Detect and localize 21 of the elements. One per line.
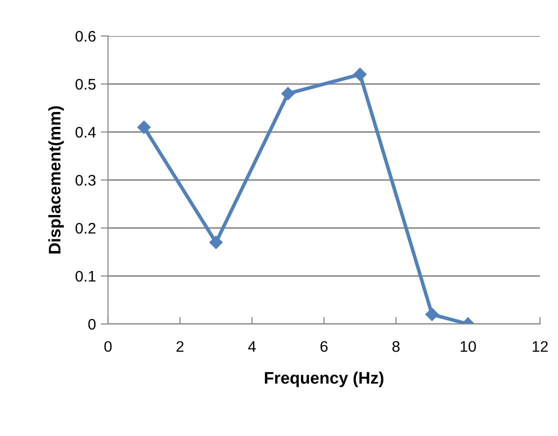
y-axis-title: Displacement(mm) — [48, 106, 64, 254]
y-tick-label: 0.5 — [76, 78, 96, 90]
x-tick-label: 0 — [104, 341, 112, 352]
point — [209, 236, 223, 249]
point — [137, 120, 151, 134]
point — [425, 308, 439, 321]
point — [353, 68, 367, 81]
x-tick-label: 4 — [248, 341, 256, 352]
y-tick-label: 0 — [88, 318, 96, 330]
x-tick-label: 6 — [320, 341, 328, 352]
x-axis-title: Frequency (Hz) — [264, 372, 384, 388]
x-tick-label: 10 — [460, 341, 476, 352]
point — [281, 87, 295, 100]
y-tick-label: 0.6 — [76, 30, 96, 42]
y-tick-label: 0.3 — [76, 174, 96, 186]
x-tick-label: 8 — [392, 341, 400, 352]
y-tick-label: 0.4 — [76, 126, 96, 138]
x-tick-label: 2 — [176, 341, 184, 352]
y-tick-label: 0.1 — [76, 270, 96, 282]
x-tick-label: 12 — [532, 341, 548, 352]
y-tick-label: 0.2 — [76, 222, 96, 234]
